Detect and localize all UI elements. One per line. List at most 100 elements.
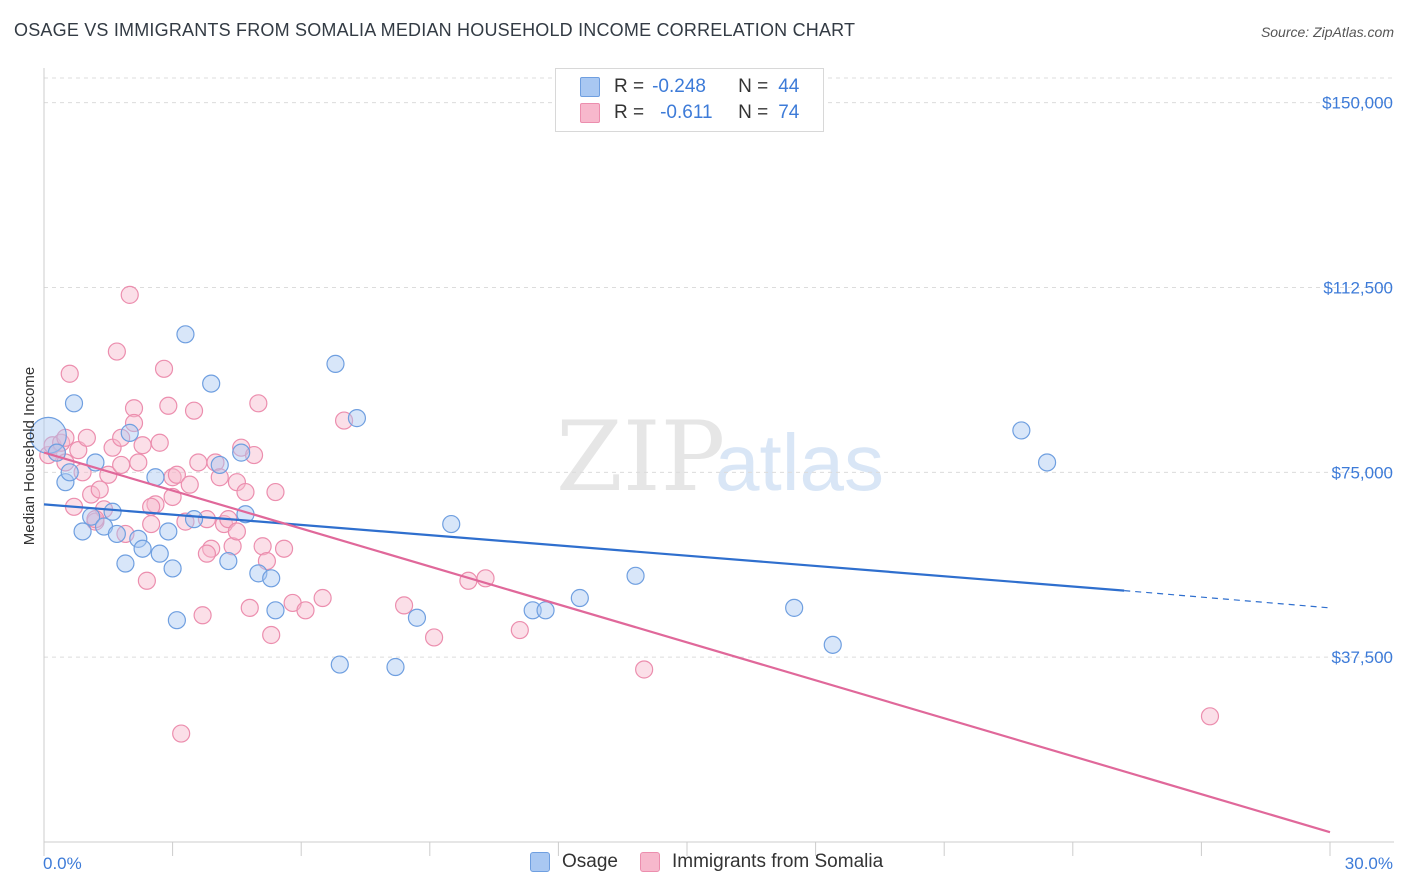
legend-row-somalia: R = -0.611 N = 74 — [580, 101, 799, 125]
legend-swatch-osage — [580, 77, 600, 97]
data-point-osage — [1037, 453, 1057, 472]
data-point-somalia — [137, 571, 156, 590]
data-point-somalia — [180, 475, 199, 494]
data-point-somalia — [424, 628, 444, 647]
watermark-atlas: atlas — [715, 418, 884, 507]
data-point-osage — [219, 551, 238, 571]
data-point-somalia — [189, 453, 208, 472]
data-point-somalia — [133, 436, 152, 455]
data-point-somalia — [210, 468, 229, 487]
data-point-somalia — [510, 620, 529, 640]
y-tick-label: $75,000 — [1332, 463, 1393, 482]
data-point-somalia — [69, 441, 88, 460]
legend-item-osage[interactable]: Osage — [530, 851, 618, 873]
data-point-osage — [570, 588, 589, 608]
data-point-somalia — [296, 601, 315, 620]
data-point-osage — [60, 463, 79, 482]
data-point-osage — [232, 443, 251, 462]
y-tick-label: $150,000 — [1322, 94, 1393, 113]
data-point-somalia — [227, 522, 246, 541]
legend-swatch-somalia — [580, 103, 600, 123]
x-tick-label-max: 30.0% — [1345, 854, 1393, 873]
data-point-somalia — [124, 413, 144, 433]
data-point-osage — [262, 569, 281, 588]
trend-line-osage — [43, 503, 1125, 592]
data-point-somalia — [142, 497, 161, 516]
legend-item-somalia[interactable]: Immigrants from Somalia — [639, 851, 883, 873]
legend-r-value-somalia: -0.611 — [660, 102, 713, 123]
data-point-osage — [442, 514, 461, 534]
data-point-somalia — [112, 428, 131, 447]
data-point-osage — [326, 354, 345, 373]
legend-row-osage: R = -0.248 N = 44 — [580, 75, 799, 99]
data-point-somalia — [107, 342, 126, 361]
data-point-osage — [347, 409, 367, 428]
data-point-osage — [407, 608, 427, 627]
data-point-somalia — [159, 396, 178, 415]
legend-n-value-osage: 44 — [778, 76, 800, 97]
watermark: ZIP atlas — [556, 401, 884, 513]
data-point-somalia — [274, 539, 294, 558]
data-point-osage — [163, 559, 182, 578]
data-point-osage — [330, 655, 349, 674]
watermark-zip: ZIP — [556, 401, 725, 513]
data-point-osage — [129, 529, 148, 548]
data-point-osage — [536, 601, 555, 620]
data-point-somalia — [249, 394, 268, 413]
data-point-somalia — [257, 551, 277, 571]
stats-legend: R = -0.248 N = 44 R = -0.611 N = 74 — [555, 68, 824, 132]
data-point-somalia — [1200, 707, 1220, 726]
data-point-somalia — [635, 660, 654, 679]
data-point-osage — [386, 657, 405, 677]
data-point-osage — [266, 601, 285, 620]
data-point-somalia — [193, 606, 212, 625]
data-point-somalia — [150, 433, 169, 452]
legend-label-osage: Osage — [562, 851, 618, 872]
data-point-osage — [56, 473, 75, 492]
data-point-osage — [176, 325, 195, 344]
data-point-somalia — [90, 480, 109, 499]
data-point-somalia — [142, 514, 161, 534]
data-point-osage — [103, 502, 122, 521]
data-point-somalia — [112, 455, 131, 475]
data-point-somalia — [129, 453, 148, 472]
legend-n-label: N = — [738, 76, 769, 97]
data-point-somalia — [197, 544, 216, 563]
data-point-osage — [150, 544, 169, 563]
data-point-osage — [159, 522, 178, 541]
data-point-somalia — [223, 537, 242, 556]
data-point-osage — [120, 423, 139, 442]
data-point-osage — [823, 635, 842, 654]
data-point-osage — [184, 510, 204, 529]
data-point-somalia — [184, 401, 204, 420]
data-point-osage — [1012, 421, 1031, 440]
data-point-somalia — [253, 537, 272, 556]
data-point-osage — [73, 522, 92, 541]
data-point-osage — [64, 394, 84, 413]
data-point-somalia — [394, 596, 414, 615]
data-point-somalia — [262, 625, 281, 645]
legend-n-value-somalia: 74 — [778, 102, 800, 123]
data-point-somalia — [124, 399, 144, 418]
data-point-somalia — [459, 571, 478, 590]
data-point-somalia — [236, 482, 255, 502]
legend-r-label: R = — [614, 76, 645, 97]
y-tick-label: $112,500 — [1323, 278, 1393, 297]
data-point-somalia — [154, 359, 174, 378]
data-point-osage — [626, 566, 645, 585]
data-point-somalia — [266, 482, 285, 502]
chart-title: OSAGE VS IMMIGRANTS FROM SOMALIA MEDIAN … — [14, 20, 856, 40]
data-point-osage — [116, 554, 135, 573]
trend-line-osage-extension — [1124, 590, 1331, 609]
legend-r-label: R = — [614, 102, 645, 123]
legend-n-label: N = — [738, 102, 769, 123]
data-point-osage — [202, 374, 221, 393]
source-label: Source: ZipAtlas.com — [1260, 24, 1394, 40]
data-point-osage — [167, 611, 186, 630]
data-point-osage — [785, 598, 804, 617]
legend-r-value-osage: -0.248 — [652, 76, 706, 97]
y-axis-label: Median Household Income — [21, 367, 38, 545]
data-point-somalia — [77, 428, 96, 447]
series-legend: Osage Immigrants from Somalia — [530, 851, 905, 873]
